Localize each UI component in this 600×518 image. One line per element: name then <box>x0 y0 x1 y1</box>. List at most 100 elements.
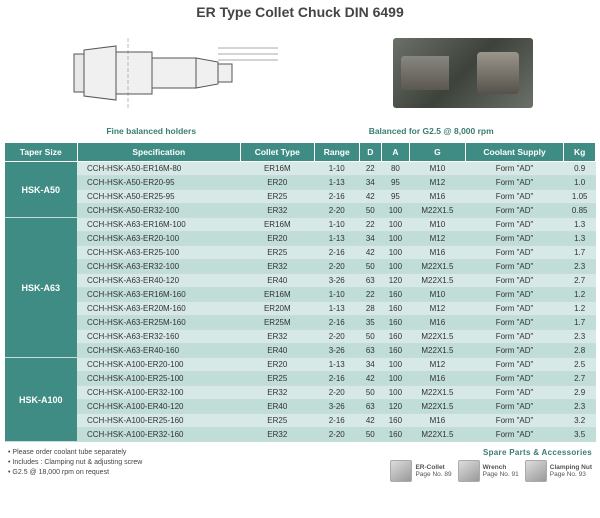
cell: M10 <box>410 162 466 176</box>
table-row: CCH-HSK-A63-ER25M-160ER25M2-1635160M16Fo… <box>5 316 596 330</box>
table-row: CCH-HSK-A100-ER40-120ER403-2663120M22X1.… <box>5 400 596 414</box>
cell: ER40 <box>241 274 314 288</box>
cell: Form "AD" <box>465 330 564 344</box>
table-row: CCH-HSK-A50-ER32-100ER322-2050100M22X1.5… <box>5 204 596 218</box>
cell: 2.5 <box>564 358 596 372</box>
col-header: G <box>410 143 466 162</box>
cell: 34 <box>359 176 381 190</box>
cell: 2-16 <box>314 190 359 204</box>
cell: ER32 <box>241 204 314 218</box>
cell: 2.3 <box>564 400 596 414</box>
cell: M16 <box>410 372 466 386</box>
table-row: CCH-HSK-A63-ER40-160ER403-2663160M22X1.5… <box>5 344 596 358</box>
table-row: CCH-HSK-A63-ER20-100ER201-1334100M12Form… <box>5 232 596 246</box>
taper-cell: HSK-A63 <box>5 218 78 358</box>
cell: 0.85 <box>564 204 596 218</box>
cell: 0.9 <box>564 162 596 176</box>
cell: 1.3 <box>564 218 596 232</box>
cell: 2-16 <box>314 372 359 386</box>
cell: ER25 <box>241 414 314 428</box>
cell: 2-20 <box>314 428 359 442</box>
cell: CCH-HSK-A50-ER25-95 <box>77 190 241 204</box>
cell: 2-20 <box>314 330 359 344</box>
cell: 80 <box>381 162 409 176</box>
footnotes: Please order coolant tube separatelyIncl… <box>8 448 142 477</box>
cell: 2-16 <box>314 316 359 330</box>
cell: 63 <box>359 344 381 358</box>
cell: 1-13 <box>314 232 359 246</box>
figures-row <box>0 28 600 124</box>
spare-item: ER-ColletPage No. 89 <box>390 460 451 482</box>
cell: M10 <box>410 218 466 232</box>
cell: 63 <box>359 400 381 414</box>
cell: 1.2 <box>564 288 596 302</box>
cell: 100 <box>381 218 409 232</box>
technical-drawing <box>68 28 298 118</box>
spare-item: Clamping NutPage No. 93 <box>525 460 592 482</box>
cell: Form "AD" <box>465 344 564 358</box>
cell: CCH-HSK-A100-ER40-120 <box>77 400 241 414</box>
spare-item: WrenchPage No. 91 <box>458 460 519 482</box>
cell: 34 <box>359 358 381 372</box>
col-header: D <box>359 143 381 162</box>
cell: 1-10 <box>314 218 359 232</box>
cell: Form "AD" <box>465 274 564 288</box>
table-row: CCH-HSK-A63-ER32-100ER322-2050100M22X1.5… <box>5 260 596 274</box>
cell: CCH-HSK-A63-ER25-100 <box>77 246 241 260</box>
cell: M22X1.5 <box>410 260 466 274</box>
cell: M22X1.5 <box>410 274 466 288</box>
cell: M12 <box>410 176 466 190</box>
caption-right: Balanced for G2.5 @ 8,000 rpm <box>369 126 494 136</box>
cell: Form "AD" <box>465 386 564 400</box>
taper-cell: HSK-A100 <box>5 358 78 442</box>
cell: 100 <box>381 372 409 386</box>
cell: 22 <box>359 162 381 176</box>
cell: 1.2 <box>564 302 596 316</box>
cell: CCH-HSK-A100-ER32-100 <box>77 386 241 400</box>
cell: M22X1.5 <box>410 204 466 218</box>
cell: 3-26 <box>314 274 359 288</box>
cell: M16 <box>410 414 466 428</box>
col-header: Coolant Supply <box>465 143 564 162</box>
cell: 2.7 <box>564 372 596 386</box>
cell: Form "AD" <box>465 162 564 176</box>
cell: Form "AD" <box>465 400 564 414</box>
cell: 3.5 <box>564 428 596 442</box>
cell: CCH-HSK-A50-ER32-100 <box>77 204 241 218</box>
cell: 22 <box>359 218 381 232</box>
cell: Form "AD" <box>465 372 564 386</box>
cell: CCH-HSK-A63-ER25M-160 <box>77 316 241 330</box>
cell: 95 <box>381 190 409 204</box>
cell: 50 <box>359 330 381 344</box>
cell: CCH-HSK-A100-ER25-100 <box>77 372 241 386</box>
col-header: Range <box>314 143 359 162</box>
cell: 95 <box>381 176 409 190</box>
spare-label: WrenchPage No. 91 <box>483 464 519 478</box>
cell: ER40 <box>241 400 314 414</box>
cell: 3.2 <box>564 414 596 428</box>
footnote: Please order coolant tube separately <box>8 448 142 458</box>
cell: Form "AD" <box>465 288 564 302</box>
cell: 160 <box>381 414 409 428</box>
table-row: CCH-HSK-A50-ER20-95ER201-133495M12Form "… <box>5 176 596 190</box>
cell: 160 <box>381 428 409 442</box>
cell: Form "AD" <box>465 190 564 204</box>
table-row: CCH-HSK-A50-ER25-95ER252-164295M16Form "… <box>5 190 596 204</box>
cell: 22 <box>359 288 381 302</box>
col-header: Kg <box>564 143 596 162</box>
table-row: CCH-HSK-A63-ER32-160ER322-2050160M22X1.5… <box>5 330 596 344</box>
cell: 1.0 <box>564 176 596 190</box>
cell: ER20 <box>241 358 314 372</box>
cell: M22X1.5 <box>410 344 466 358</box>
cell: M22X1.5 <box>410 400 466 414</box>
cell: Form "AD" <box>465 414 564 428</box>
cell: 160 <box>381 302 409 316</box>
cell: CCH-HSK-A63-ER32-160 <box>77 330 241 344</box>
cell: ER16M <box>241 162 314 176</box>
cell: 120 <box>381 274 409 288</box>
table-row: CCH-HSK-A100-ER32-100ER322-2050100M22X1.… <box>5 386 596 400</box>
caption-left: Fine balanced holders <box>106 126 196 136</box>
cell: Form "AD" <box>465 260 564 274</box>
cell: 100 <box>381 204 409 218</box>
cell: ER25M <box>241 316 314 330</box>
